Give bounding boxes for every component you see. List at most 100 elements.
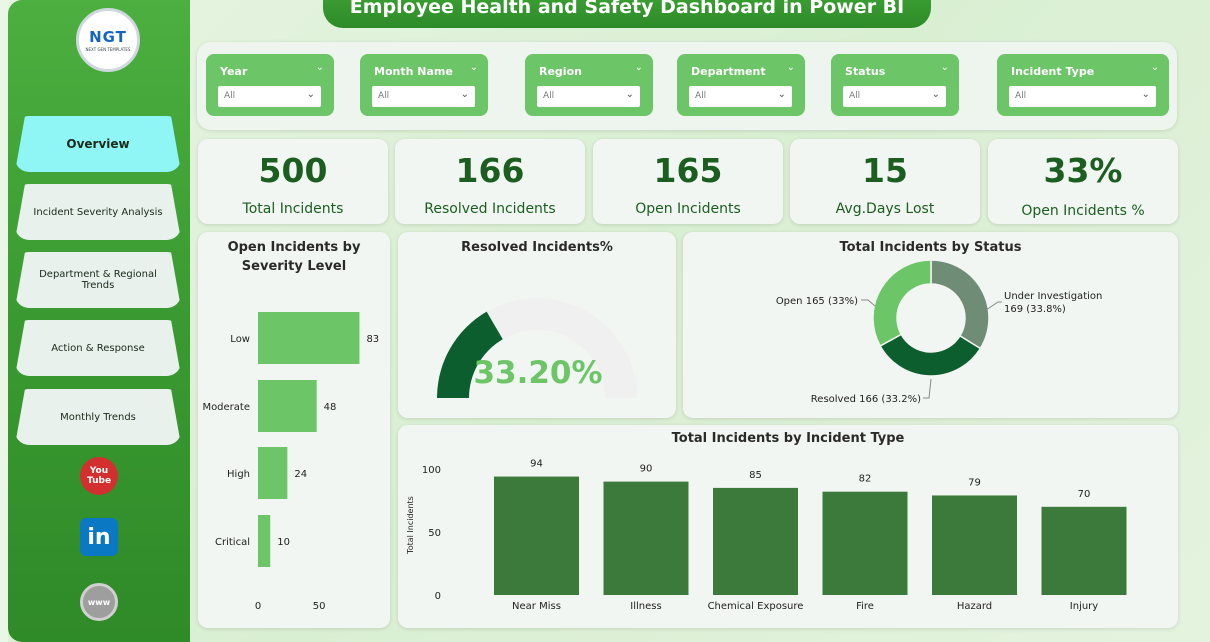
kpi-label: Open Incidents (635, 201, 741, 217)
severity-bar (258, 312, 360, 364)
globe-icon[interactable]: www (80, 583, 118, 621)
filter-label: Region (539, 65, 582, 78)
linkedin-icon[interactable]: in (80, 518, 118, 556)
incident-type-category-label: Illness (630, 601, 661, 612)
incident-type-y-axis-label: Total Incidents (406, 496, 415, 555)
incident-type-y-tick: 50 (428, 528, 441, 539)
ngt-logo[interactable]: NGT NEXT GEN TEMPLATES (76, 8, 140, 72)
incident-type-value-label: 82 (859, 474, 872, 485)
donut-label: Resolved 166 (33.2%) (811, 394, 921, 405)
filter-value: All (695, 91, 707, 101)
incident-type-bar (932, 495, 1017, 595)
incident-type-value-label: 70 (1078, 489, 1091, 500)
month-name-select[interactable]: All ⌄ (372, 86, 475, 107)
incident-type-select[interactable]: All ⌄ (1009, 86, 1156, 107)
donut-slice (872, 259, 932, 347)
nav-action-response[interactable]: Action & Response (15, 320, 181, 376)
filter-value: All (378, 91, 390, 101)
kpi-label: Total Incidents (242, 201, 344, 217)
incident-type-value-label: 90 (640, 464, 653, 475)
logo-text: NGT (89, 28, 127, 46)
severity-chart-title: Open Incidents by Severity Level (227, 240, 361, 274)
filter-status: Status ⌄ All ⌄ (831, 54, 959, 116)
filter-value: All (849, 91, 861, 101)
chevron-down-icon[interactable]: ⌄ (315, 62, 324, 73)
nav-department-regional-trends[interactable]: Department & Regional Trends (15, 252, 181, 308)
severity-x-tick: 50 (313, 601, 326, 612)
incident-type-category-label: Fire (856, 601, 874, 612)
filter-region: Region ⌄ All ⌄ (525, 54, 653, 116)
filter-label: Month Name (374, 65, 453, 78)
incident-type-bar (822, 491, 908, 595)
incident-type-bar (1041, 506, 1127, 595)
severity-bar (258, 447, 288, 499)
nav-incident-severity-analysis[interactable]: Incident Severity Analysis (15, 184, 181, 240)
donut-leader-line (861, 299, 876, 307)
filter-department: Department ⌄ All ⌄ (677, 54, 805, 116)
gauge-panel: Resolved Incidents% 33.20% (398, 232, 676, 418)
nav-overview[interactable]: Overview (15, 116, 181, 172)
kpi-open-incidents-pct: 33% Open Incidents % (988, 139, 1178, 224)
web-text: www (87, 597, 111, 607)
incident-type-title: Total Incidents by Incident Type (671, 431, 905, 446)
incident-type-category-label: Chemical Exposure (708, 601, 804, 612)
chevron-down-icon[interactable]: ⌄ (634, 62, 643, 73)
status-donut-panel: Total Incidents by Status Under Investig… (683, 232, 1178, 418)
gauge-value-label: 33.20% (473, 355, 602, 391)
severity-value-label: 83 (366, 334, 379, 345)
donut-label: 169 (33.8%) (1004, 304, 1066, 315)
severity-value-label: 48 (324, 402, 337, 413)
status-donut-title: Total Incidents by Status (839, 240, 1022, 255)
chevron-down-icon: ⌄ (777, 89, 786, 100)
incident-type-y-tick: 100 (422, 465, 441, 476)
chevron-down-icon: ⌄ (306, 89, 315, 100)
page-title-text: Employee Health and Safety Dashboard in … (349, 0, 905, 18)
year-select[interactable]: All ⌄ (218, 86, 321, 107)
chevron-down-icon[interactable]: ⌄ (469, 62, 478, 73)
incident-type-y-tick: 0 (435, 591, 441, 602)
filter-label: Department (691, 65, 766, 78)
kpi-label: Avg.Days Lost (835, 201, 935, 217)
chevron-down-icon[interactable]: ⌄ (1150, 62, 1159, 73)
kpi-avg-days-lost: 15 Avg.Days Lost (790, 139, 980, 224)
kpi-value: 15 (862, 151, 908, 190)
incident-type-category-label: Near Miss (512, 601, 561, 612)
filter-label: Status (845, 65, 886, 78)
severity-chart: Low 83 Moderate 48 High 24 Critical 10 0 50 (202, 312, 379, 612)
donut-slice (930, 259, 990, 350)
gauge-fill (437, 311, 503, 398)
filter-bar: Year ⌄ All ⌄ Month Name ⌄ All ⌄ Region ⌄… (197, 42, 1177, 130)
region-select[interactable]: All ⌄ (537, 86, 640, 107)
status-donut-chart: Under Investigation 169 (33.8%) Open 165 (… (776, 259, 1102, 405)
linkedin-text: in (87, 524, 111, 550)
filter-label: Year (220, 65, 248, 78)
severity-value-label: 10 (277, 537, 290, 548)
kpi-value: 165 (653, 151, 723, 190)
logo-subtext: NEXT GEN TEMPLATES (85, 47, 131, 52)
severity-bar (258, 515, 271, 567)
chevron-down-icon[interactable]: ⌄ (786, 62, 795, 73)
filter-value: All (224, 91, 236, 101)
incident-type-panel: Total Incidents by Incident Type 0 50 100 T… (398, 425, 1178, 628)
incident-type-bar (494, 476, 579, 595)
kpi-resolved-incidents: 166 Resolved Incidents (395, 139, 585, 224)
kpi-value: 500 (258, 151, 328, 190)
incident-type-bar (603, 481, 689, 595)
department-select[interactable]: All ⌄ (689, 86, 792, 107)
nav-monthly-trends[interactable]: Monthly Trends (15, 389, 181, 445)
youtube-text-bottom: Tube (86, 476, 112, 486)
gauge-chart: 33.20% (437, 298, 637, 398)
kpi-label: Open Incidents % (1021, 203, 1145, 219)
status-select[interactable]: All ⌄ (843, 86, 946, 107)
filter-month-name: Month Name ⌄ All ⌄ (360, 54, 488, 116)
incident-type-category-label: Injury (1070, 601, 1099, 612)
chevron-down-icon[interactable]: ⌄ (940, 62, 949, 73)
severity-value-label: 24 (294, 469, 307, 480)
page-title: Employee Health and Safety Dashboard in … (323, 0, 931, 28)
kpi-label: Resolved Incidents (424, 201, 556, 217)
youtube-icon[interactable]: You Tube (80, 457, 118, 495)
donut-leader-line (923, 378, 932, 399)
severity-category-label: High (227, 469, 250, 480)
filter-year: Year ⌄ All ⌄ (206, 54, 334, 116)
kpi-value: 33% (1043, 151, 1123, 190)
